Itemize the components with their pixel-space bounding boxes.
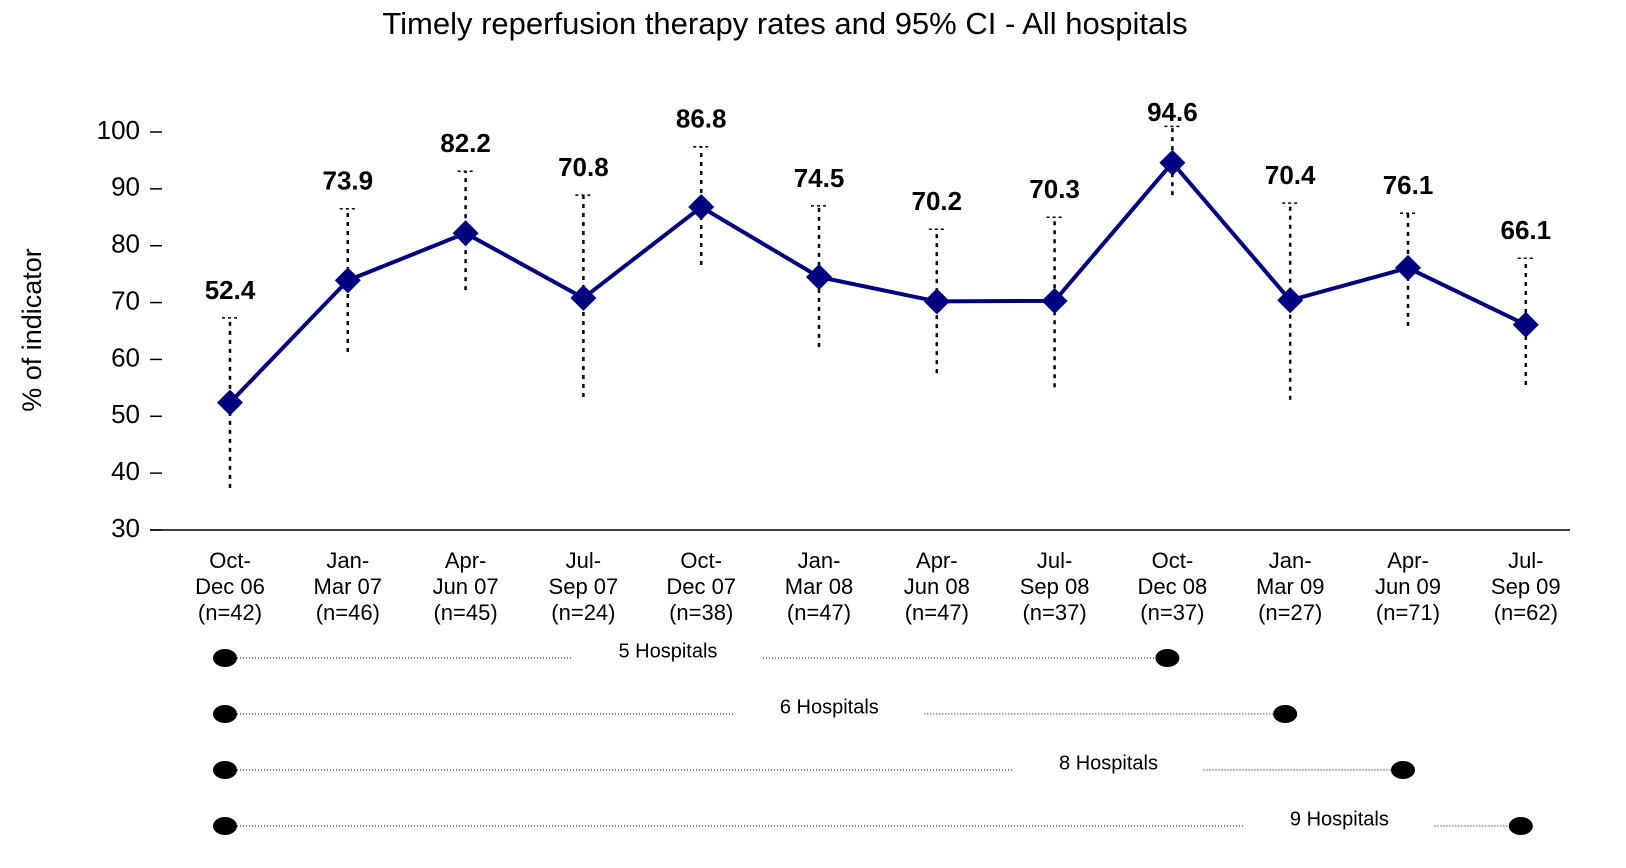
x-tick-label: Dec 06 [195, 574, 265, 599]
x-tick-label: Apr- [445, 548, 487, 573]
x-tick-label: Mar 07 [314, 574, 382, 599]
x-tick-label: (n=37) [1022, 600, 1086, 625]
x-tick-label: Jan- [326, 548, 369, 573]
x-tick-label: Dec 08 [1138, 574, 1208, 599]
series-line [228, 159, 1527, 405]
data-label: 70.8 [558, 152, 609, 182]
chart-title: Timely reperfusion therapy rates and 95%… [382, 6, 1187, 41]
period-start [213, 817, 237, 835]
y-axis-label: % of indicator [17, 248, 47, 412]
period-end [1391, 761, 1415, 779]
data-point [1277, 287, 1304, 314]
x-tick-label: (n=38) [669, 600, 733, 625]
y-tick-label: 80 [111, 229, 140, 259]
x-tick-label: (n=42) [198, 600, 262, 625]
data-label: 73.9 [322, 166, 373, 196]
x-tick-label: Mar 09 [1256, 574, 1324, 599]
y-tick-label: 90 [111, 172, 140, 202]
period-start [213, 705, 237, 723]
x-tick-label: (n=62) [1494, 600, 1558, 625]
y-tick-label: 60 [111, 342, 140, 372]
y-tick-label: 40 [111, 456, 140, 486]
x-tick-label: (n=47) [905, 600, 969, 625]
x-tick-label: (n=47) [787, 600, 851, 625]
data-label: 70.3 [1029, 174, 1080, 204]
data-label: 70.4 [1265, 160, 1316, 190]
data-label: 70.2 [911, 186, 962, 216]
period-end [1155, 649, 1180, 667]
period-end [1273, 705, 1298, 723]
data-point [923, 288, 950, 315]
period-start [213, 761, 237, 779]
x-tick-label: Apr- [916, 548, 958, 573]
data-label: 52.4 [205, 275, 256, 305]
x-tick-label: Oct- [680, 548, 722, 573]
data-point [1159, 149, 1186, 176]
x-tick-label: Jan- [798, 548, 841, 573]
period-label: 5 Hospitals [618, 640, 717, 662]
x-tick-label: Jul- [1037, 548, 1072, 573]
x-tick-label: (n=71) [1376, 600, 1440, 625]
data-point [334, 267, 361, 294]
x-tick-label: Sep 07 [549, 574, 619, 599]
x-tick-label: Dec 07 [666, 574, 736, 599]
data-point [570, 285, 597, 312]
data-point [217, 389, 243, 416]
x-tick-label: (n=37) [1140, 600, 1204, 625]
data-point [1512, 311, 1539, 338]
y-tick-label: 70 [111, 285, 140, 315]
y-tick-label: 30 [111, 513, 140, 543]
period-end [1508, 817, 1533, 835]
x-tick-label: Jul- [1508, 548, 1543, 573]
x-tick-label: Jun 09 [1375, 574, 1441, 599]
x-tick-label: (n=46) [316, 600, 380, 625]
x-tick-label: Sep 08 [1020, 574, 1090, 599]
data-label: 86.8 [676, 104, 727, 134]
data-point [806, 263, 832, 290]
x-tick-label: (n=24) [551, 600, 615, 625]
x-tick-label: Apr- [1387, 548, 1429, 573]
x-tick-label: Jun 08 [904, 574, 970, 599]
x-tick-label: Oct- [1152, 548, 1194, 573]
x-tick-label: Oct- [209, 548, 251, 573]
period-start [213, 649, 237, 667]
x-tick-label: Jun 07 [433, 574, 499, 599]
data-label: 94.6 [1147, 97, 1198, 127]
x-tick-label: (n=27) [1258, 600, 1322, 625]
x-tick-label: (n=45) [433, 600, 497, 625]
data-label: 76.1 [1383, 170, 1434, 200]
data-label: 66.1 [1500, 215, 1551, 245]
period-label: 6 Hospitals [780, 696, 879, 718]
x-tick-label: Sep 09 [1491, 574, 1561, 599]
data-point [1041, 287, 1068, 314]
x-tick-label: Jul- [566, 548, 601, 573]
y-tick-label: 50 [111, 399, 140, 429]
data-point [688, 194, 715, 221]
y-tick-label: 100 [97, 115, 140, 145]
data-label: 74.5 [794, 163, 845, 193]
period-label: 8 Hospitals [1059, 752, 1158, 774]
data-point [1395, 254, 1421, 281]
period-label: 9 Hospitals [1290, 808, 1389, 830]
x-tick-label: Jan- [1269, 548, 1312, 573]
x-tick-label: Mar 08 [785, 574, 853, 599]
data-label: 82.2 [440, 128, 491, 158]
data-point [452, 220, 479, 247]
